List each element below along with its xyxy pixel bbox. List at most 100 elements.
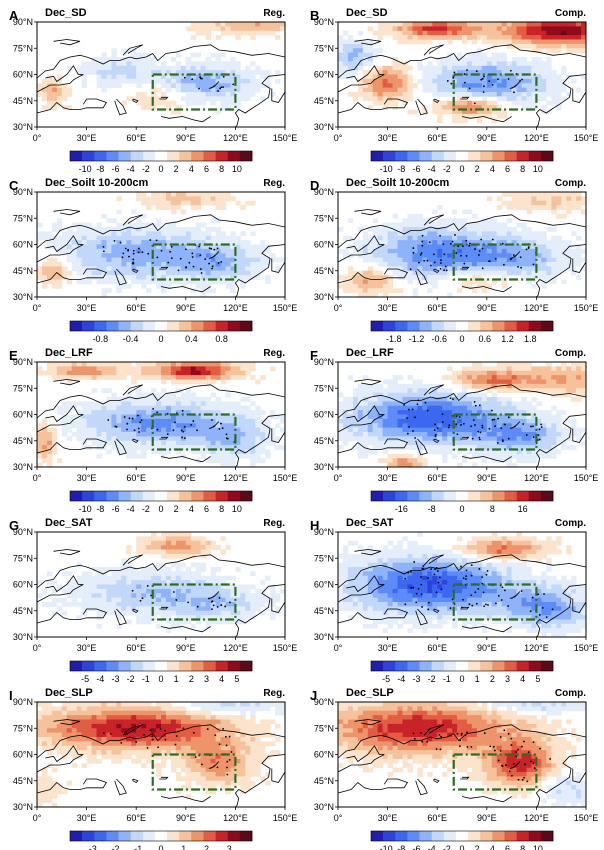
heatmap-cell bbox=[106, 580, 112, 585]
heatmap-cell bbox=[432, 100, 438, 106]
heatmap-cell bbox=[471, 240, 478, 245]
heatmap-cell bbox=[170, 362, 177, 367]
heatmap-cell bbox=[486, 22, 493, 27]
heatmap-cell bbox=[215, 65, 221, 71]
heatmap-cell bbox=[46, 105, 53, 110]
heatmap-cell bbox=[111, 83, 117, 89]
heatmap-cell bbox=[76, 257, 83, 263]
heatmap-cell bbox=[486, 65, 493, 71]
heatmap-cell bbox=[452, 209, 458, 215]
heatmap-cell bbox=[447, 432, 453, 437]
heatmap-cell bbox=[357, 414, 364, 420]
stipple-dot bbox=[128, 417, 131, 420]
heatmap-cell bbox=[136, 65, 142, 71]
heatmap-cell bbox=[170, 65, 177, 71]
heatmap-cell bbox=[240, 405, 246, 411]
heatmap-cell bbox=[342, 436, 349, 442]
heatmap-cell bbox=[546, 427, 552, 433]
heatmap-cell bbox=[347, 427, 354, 433]
heatmap-cell bbox=[521, 70, 527, 75]
heatmap-cell bbox=[412, 231, 418, 237]
heatmap-cell bbox=[392, 453, 398, 459]
heatmap-cell bbox=[342, 275, 349, 280]
heatmap-cell bbox=[245, 74, 251, 80]
heatmap-cell bbox=[195, 70, 202, 75]
heatmap-cell bbox=[516, 70, 522, 75]
heatmap-cell bbox=[407, 388, 413, 394]
heatmap-cell bbox=[541, 30, 547, 36]
colorbar-swatch bbox=[528, 151, 542, 161]
heatmap-cell bbox=[116, 253, 122, 259]
heatmap-cell bbox=[111, 65, 117, 71]
colorbar-tick-label: -6 bbox=[412, 164, 420, 174]
heatmap-cell bbox=[561, 35, 567, 40]
heatmap-cell bbox=[501, 83, 508, 89]
x-tick-label: 120°E bbox=[524, 473, 549, 483]
heatmap-cell bbox=[536, 39, 542, 45]
stipple-dot bbox=[472, 419, 475, 422]
heatmap-cell bbox=[496, 266, 503, 272]
heatmap-cell bbox=[392, 427, 398, 433]
stipple-dot bbox=[465, 255, 468, 257]
heatmap-cell bbox=[541, 418, 547, 424]
heatmap-cell bbox=[255, 405, 261, 411]
heatmap-cell bbox=[131, 70, 137, 75]
heatmap-cell bbox=[422, 458, 428, 464]
heatmap-cell bbox=[230, 231, 236, 237]
heatmap-cell bbox=[546, 257, 552, 263]
heatmap-cell bbox=[546, 362, 552, 367]
heatmap-cell bbox=[571, 266, 577, 272]
heatmap-cell bbox=[41, 432, 48, 437]
heatmap-cell bbox=[210, 362, 216, 367]
heatmap-cell bbox=[250, 449, 256, 455]
heatmap-cell bbox=[531, 388, 537, 394]
heatmap-cell bbox=[442, 270, 448, 276]
heatmap-cell bbox=[220, 401, 226, 407]
heatmap-cell bbox=[86, 427, 92, 433]
heatmap-cell bbox=[220, 375, 226, 380]
region-box bbox=[151, 413, 237, 451]
heatmap-cell bbox=[156, 445, 162, 450]
stipple-dot bbox=[441, 413, 444, 416]
heatmap-cell bbox=[581, 43, 587, 49]
heatmap-cell bbox=[397, 375, 403, 380]
heatmap-cell bbox=[215, 78, 221, 84]
heatmap-cell bbox=[481, 266, 488, 272]
heatmap-cell bbox=[342, 397, 349, 402]
heatmap-cell bbox=[280, 445, 286, 450]
heatmap-cell bbox=[165, 83, 172, 89]
heatmap-cell bbox=[516, 370, 522, 376]
coastline bbox=[461, 456, 512, 463]
heatmap-cell bbox=[476, 423, 483, 429]
heatmap-cell bbox=[146, 70, 152, 75]
heatmap-cell bbox=[377, 253, 384, 259]
heatmap-cell bbox=[506, 26, 512, 32]
x-tick-label: 90°E bbox=[477, 473, 497, 483]
heatmap-cell bbox=[387, 462, 393, 468]
heatmap-cell bbox=[255, 248, 261, 254]
heatmap-cell bbox=[136, 248, 142, 254]
stipple-dot bbox=[406, 417, 408, 420]
heatmap-cell bbox=[342, 414, 349, 420]
heatmap-cell bbox=[397, 266, 403, 272]
heatmap-cell bbox=[372, 423, 379, 429]
heatmap-cell bbox=[561, 39, 567, 45]
heatmap-cell bbox=[377, 383, 384, 389]
coastline bbox=[114, 268, 127, 286]
heatmap-cell bbox=[141, 70, 147, 75]
heatmap-cell bbox=[161, 65, 167, 71]
heatmap-cell bbox=[61, 401, 68, 407]
heatmap-cell bbox=[546, 74, 552, 80]
heatmap-cell bbox=[521, 235, 527, 241]
heatmap-cell bbox=[195, 401, 202, 407]
heatmap-cell bbox=[546, 418, 552, 424]
heatmap-cell bbox=[190, 445, 197, 450]
heatmap-cell bbox=[506, 39, 512, 45]
heatmap-cell bbox=[136, 192, 142, 197]
heatmap-cell bbox=[437, 65, 443, 71]
heatmap-cell bbox=[220, 436, 226, 442]
heatmap-cell bbox=[111, 427, 117, 433]
heatmap-cell bbox=[536, 436, 542, 442]
heatmap-cell bbox=[531, 92, 537, 97]
heatmap-cell bbox=[66, 362, 73, 367]
